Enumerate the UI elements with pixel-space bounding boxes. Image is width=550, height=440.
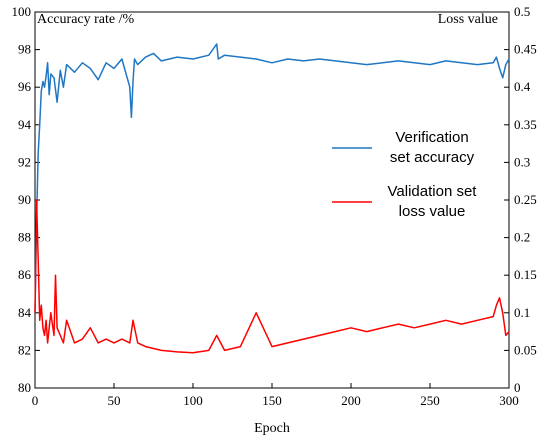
right-tick-label: 0.25 bbox=[514, 192, 537, 207]
right-tick-label: 0.4 bbox=[514, 79, 531, 94]
series-lines bbox=[34, 43, 510, 354]
left-tick-label: 100 bbox=[12, 4, 32, 19]
x-tick-label: 250 bbox=[420, 393, 440, 408]
left-tick-label: 96 bbox=[18, 79, 32, 94]
left-axis-label: Accuracy rate /% bbox=[37, 12, 134, 27]
right-tick-label: 0 bbox=[514, 380, 521, 395]
right-tick-label: 0.3 bbox=[514, 154, 530, 169]
right-tick-label: 0.35 bbox=[514, 117, 537, 132]
left-tick-label: 80 bbox=[18, 380, 31, 395]
accuracy-series-line bbox=[34, 43, 510, 313]
legend-label-1: Validation set bbox=[388, 183, 478, 200]
right-axis-label: Loss value bbox=[438, 12, 498, 27]
left-tick-label: 92 bbox=[18, 154, 31, 169]
x-tick-label: 0 bbox=[32, 393, 39, 408]
right-tick-label: 0.2 bbox=[514, 230, 530, 245]
x-tick-label: 200 bbox=[341, 393, 361, 408]
left-tick-label: 98 bbox=[18, 42, 31, 57]
right-tick-label: 0.15 bbox=[514, 267, 537, 282]
left-tick-label: 90 bbox=[18, 192, 31, 207]
x-tick-label: 300 bbox=[499, 393, 519, 408]
x-tick-label: 50 bbox=[108, 393, 121, 408]
right-tick-label: 0.5 bbox=[514, 4, 530, 19]
left-tick-label: 84 bbox=[18, 305, 32, 320]
legend-label-1: loss value bbox=[399, 203, 466, 220]
right-tick-label: 0.45 bbox=[514, 42, 537, 57]
legend-label-0: Verification bbox=[395, 129, 468, 146]
x-tick-label: 150 bbox=[262, 393, 282, 408]
right-tick-label: 0.05 bbox=[514, 342, 537, 357]
left-tick-label: 86 bbox=[18, 267, 32, 282]
right-axis-ticks: 0 0.05 0.1 0.15 0.2 0.25 0.3 0.35 0.4 0.45 0.5 bbox=[504, 4, 537, 395]
left-axis-ticks: 80 82 84 86 88 90 92 94 96 98 100 bbox=[12, 4, 40, 395]
left-tick-label: 94 bbox=[18, 117, 32, 132]
left-tick-label: 82 bbox=[18, 342, 31, 357]
legend-label-0: set accuracy bbox=[390, 149, 475, 166]
right-tick-label: 0.1 bbox=[514, 305, 530, 320]
loss-series-line bbox=[34, 199, 510, 354]
x-axis-ticks: 0 50 100 150 200 250 300 bbox=[32, 383, 519, 408]
left-tick-label: 88 bbox=[18, 230, 31, 245]
x-axis-label: Epoch bbox=[254, 421, 290, 436]
x-tick-label: 100 bbox=[183, 393, 203, 408]
plot-frame bbox=[34, 11, 510, 389]
legend: Verification set accuracy Validation set lo… bbox=[332, 129, 477, 220]
